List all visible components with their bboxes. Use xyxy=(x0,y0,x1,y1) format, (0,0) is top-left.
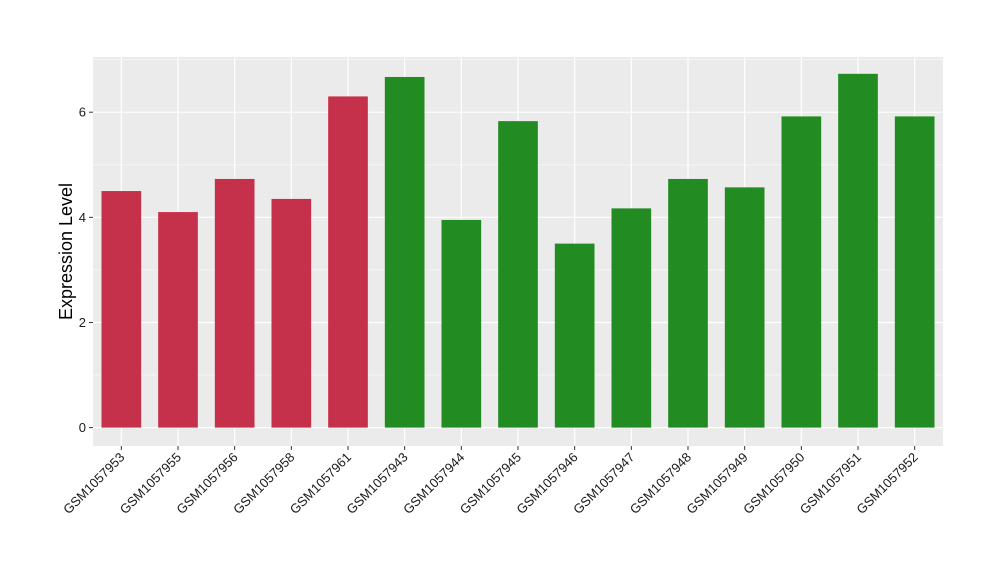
bar xyxy=(724,187,765,428)
bar xyxy=(838,73,878,428)
bar xyxy=(668,178,708,428)
y-axis: 0 2 4 6 xyxy=(79,105,93,435)
y-axis-title: Expression Level xyxy=(56,183,76,320)
bar xyxy=(894,116,935,428)
bar xyxy=(214,178,255,428)
y-tick-label: 2 xyxy=(79,315,86,330)
bars xyxy=(101,73,935,428)
bar xyxy=(384,76,425,428)
bar xyxy=(271,198,312,428)
bar xyxy=(441,219,482,428)
bar xyxy=(101,191,142,428)
bar xyxy=(498,121,538,428)
bar xyxy=(328,96,368,428)
x-axis: GSM1057953GSM1057955GSM1057956GSM1057958… xyxy=(60,446,921,517)
y-tick-label: 0 xyxy=(79,420,86,435)
y-tick-label: 6 xyxy=(79,105,86,120)
bar xyxy=(781,116,822,428)
y-tick-label: 4 xyxy=(79,210,86,225)
bar xyxy=(554,243,595,428)
bar xyxy=(611,208,652,428)
bar xyxy=(158,212,198,428)
